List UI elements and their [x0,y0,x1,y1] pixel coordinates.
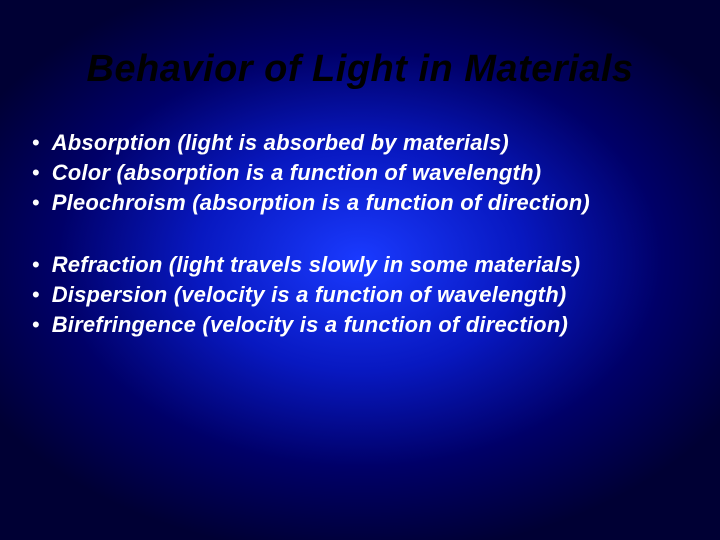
list-item: • Pleochroism (absorption is a function … [28,189,692,217]
bullet-text: Birefringence (velocity is a function of… [52,311,568,339]
list-item: • Birefringence (velocity is a function … [28,311,692,339]
bullet-icon: • [32,189,40,217]
bullet-icon: • [32,129,40,157]
slide-title: Behavior of Light in Materials [28,48,692,91]
bullet-text: Color (absorption is a function of wavel… [52,159,542,187]
bullet-icon: • [32,251,40,279]
slide-container: Behavior of Light in Materials • Absorpt… [0,0,720,540]
list-item: • Color (absorption is a function of wav… [28,159,692,187]
bullet-text: Refraction (light travels slowly in some… [52,251,581,279]
list-item: • Dispersion (velocity is a function of … [28,281,692,309]
bullet-group-1: • Absorption (light is absorbed by mater… [28,129,692,217]
bullet-text: Dispersion (velocity is a function of wa… [52,281,567,309]
bullet-text: Absorption (light is absorbed by materia… [52,129,509,157]
bullet-icon: • [32,311,40,339]
bullet-icon: • [32,159,40,187]
bullet-icon: • [32,281,40,309]
list-item: • Refraction (light travels slowly in so… [28,251,692,279]
bullet-group-2: • Refraction (light travels slowly in so… [28,251,692,339]
list-item: • Absorption (light is absorbed by mater… [28,129,692,157]
bullet-text: Pleochroism (absorption is a function of… [52,189,590,217]
